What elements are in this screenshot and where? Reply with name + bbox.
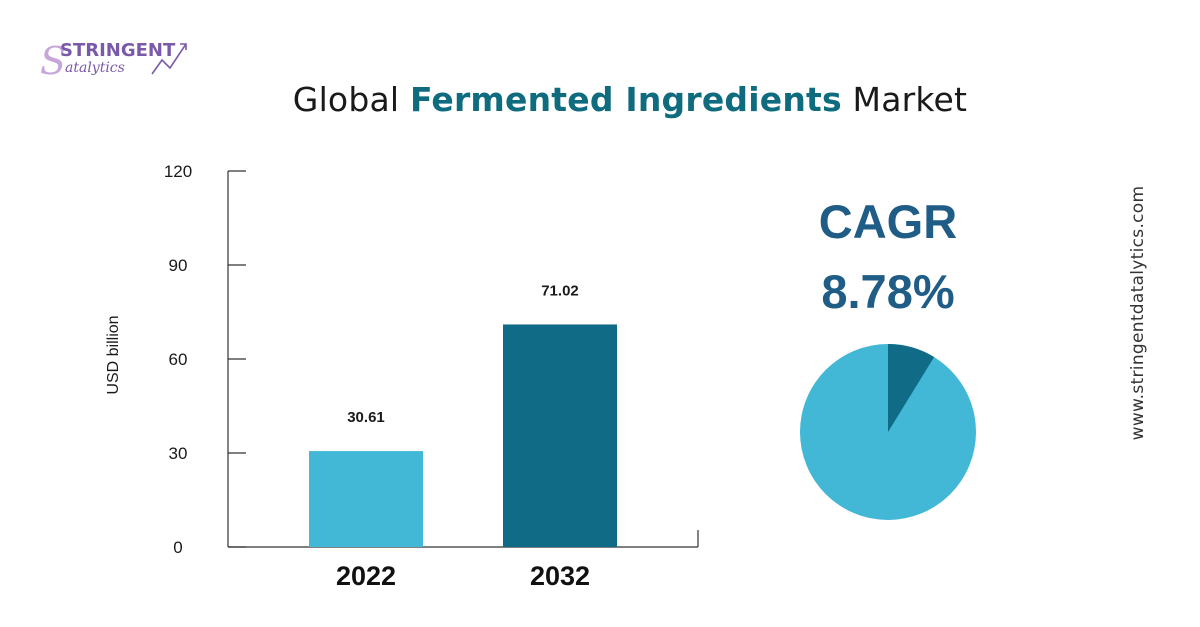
logo-trend-line-icon [151,43,187,75]
logo-arrow-icon [180,43,187,50]
y-tick-label: 120 [164,162,192,181]
y-tick-label: 60 [169,350,188,369]
y-axis-label: USD billion [105,315,122,394]
title-prefix: Global [292,80,400,119]
cagr-label: CAGR [818,195,958,248]
y-tick-label: 30 [169,444,188,463]
data-label: 30.61 [347,409,385,426]
x-tick-label: 2022 [336,561,396,591]
cagr-pie-chart [800,344,976,520]
website-watermark: www.stringentdatalytics.com [1128,185,1148,441]
x-tick-label: 2032 [530,561,590,591]
chart-title: Global Fermented Ingredients Market [0,80,1200,119]
title-suffix: Market [852,80,968,119]
logo-name-bottom: atalytics [65,60,125,76]
bar-2032 [503,324,617,547]
brand-logo: S STRINGENT atalytics [40,36,200,86]
bar-chart: USD billion 0 30 60 90 120 30.61 2022 71.02 2032 [105,162,699,591]
data-label: 71.02 [541,282,579,299]
logo-name-top: STRINGENT [60,40,176,61]
pie-slice-cagr [888,344,935,432]
cagr-value: 8.78% [821,265,955,318]
logo-initial-letter: S [40,39,66,83]
y-tick-label: 0 [173,538,182,557]
title-highlight: Fermented Ingredients [409,80,842,119]
y-tick-label: 90 [169,256,188,275]
bar-2022 [309,451,423,547]
